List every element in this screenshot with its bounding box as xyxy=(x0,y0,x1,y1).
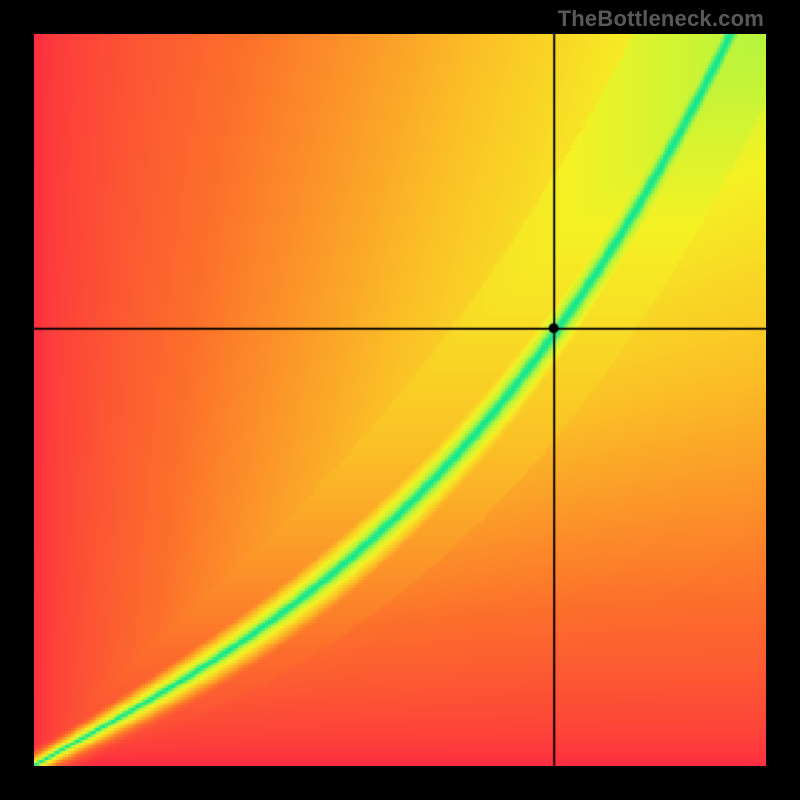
chart-frame: TheBottleneck.com xyxy=(0,0,800,800)
bottleneck-heatmap xyxy=(34,34,766,766)
watermark-text: TheBottleneck.com xyxy=(558,6,764,32)
